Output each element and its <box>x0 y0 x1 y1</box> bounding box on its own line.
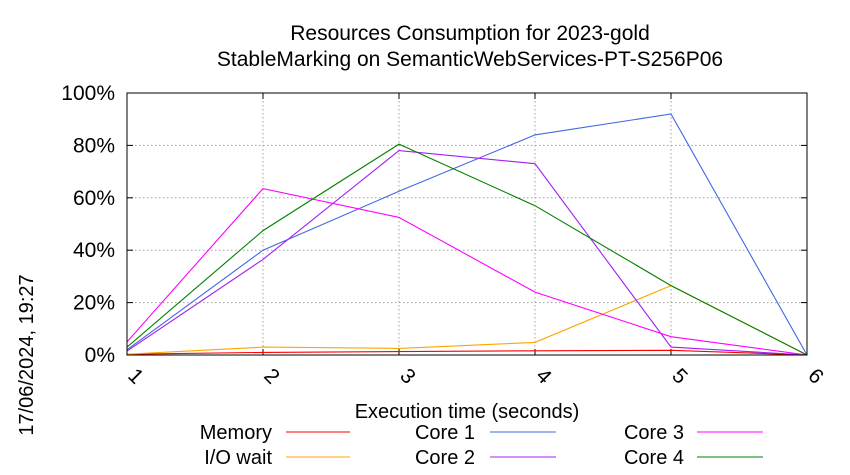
legend-label-core-3: Core 3 <box>624 422 684 444</box>
series-line-core-2 <box>126 150 808 356</box>
chart-title-line-1: Resources Consumption for 2023-gold <box>290 22 650 45</box>
y-tick-label: 20% <box>73 292 115 315</box>
y-tick-label: 40% <box>73 239 115 262</box>
legend-label-core-2: Core 2 <box>415 447 475 469</box>
x-tick-label: 1 <box>123 364 148 389</box>
series-line-core-3 <box>126 187 808 356</box>
series-line-i-o-wait <box>126 284 808 356</box>
x-tick-label: 4 <box>531 364 556 389</box>
chart-title-line-2: StableMarking on SemanticWebServices-PT-… <box>217 48 723 71</box>
series-line-core-1 <box>126 113 808 356</box>
x-tick-label: 5 <box>667 364 692 389</box>
x-axis-label: Execution time (seconds) <box>355 401 580 423</box>
series-lines <box>126 113 808 356</box>
legend-label-core-4: Core 4 <box>624 447 684 469</box>
x-tick-label: 3 <box>395 364 420 389</box>
grid <box>127 93 807 355</box>
legend: Memory I/O wait Core 1 Core 2 Core 3 Core 4 <box>200 422 763 469</box>
y-tick-label: 60% <box>73 187 115 210</box>
plot-frame <box>126 92 808 356</box>
series-line-memory <box>126 349 808 356</box>
y-ticks: 0% 20% 40% 60% 80% 100% <box>61 82 807 367</box>
y-tick-label: 0% <box>85 344 115 367</box>
x-tick-label: 2 <box>259 364 284 389</box>
legend-label-core-1: Core 1 <box>415 422 475 444</box>
timestamp-label: 17/06/2024, 19:27 <box>16 274 38 435</box>
series-line-core-4 <box>126 143 808 356</box>
y-tick-label: 80% <box>73 134 115 157</box>
legend-label-memory: Memory <box>200 422 272 444</box>
x-tick-label: 6 <box>803 364 828 389</box>
y-tick-label: 100% <box>61 82 115 105</box>
legend-label-i-o-wait: I/O wait <box>204 447 272 469</box>
